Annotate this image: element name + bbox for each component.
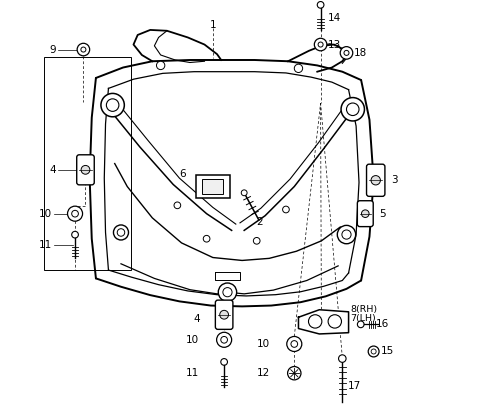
- Circle shape: [358, 321, 364, 328]
- Circle shape: [340, 47, 353, 59]
- Circle shape: [113, 225, 129, 240]
- Circle shape: [156, 61, 165, 70]
- Circle shape: [117, 229, 125, 236]
- Circle shape: [317, 2, 324, 8]
- FancyBboxPatch shape: [357, 201, 373, 227]
- FancyBboxPatch shape: [77, 155, 94, 185]
- Circle shape: [342, 230, 351, 239]
- Bar: [196, 175, 229, 198]
- Circle shape: [288, 367, 301, 380]
- Circle shape: [101, 93, 124, 117]
- Bar: [203, 179, 223, 194]
- Circle shape: [283, 206, 289, 213]
- Circle shape: [337, 225, 356, 244]
- Circle shape: [368, 346, 379, 357]
- Text: 15: 15: [381, 347, 394, 357]
- Circle shape: [218, 283, 237, 301]
- Circle shape: [220, 310, 228, 319]
- Circle shape: [72, 210, 78, 217]
- Circle shape: [328, 315, 341, 328]
- Text: 14: 14: [328, 13, 341, 23]
- Bar: [44, 57, 132, 270]
- Circle shape: [174, 202, 180, 209]
- Text: 3: 3: [391, 175, 398, 185]
- FancyBboxPatch shape: [367, 164, 385, 197]
- Circle shape: [314, 38, 327, 51]
- Circle shape: [81, 47, 86, 52]
- Circle shape: [291, 341, 298, 347]
- Text: 1: 1: [210, 20, 216, 30]
- Circle shape: [253, 238, 260, 244]
- Circle shape: [81, 166, 90, 174]
- Circle shape: [371, 349, 376, 354]
- Circle shape: [107, 99, 119, 111]
- Circle shape: [371, 176, 381, 185]
- Circle shape: [72, 231, 78, 238]
- Circle shape: [221, 336, 228, 343]
- Text: 17: 17: [348, 381, 361, 391]
- Circle shape: [294, 64, 303, 72]
- Circle shape: [318, 42, 323, 47]
- Text: 9: 9: [49, 44, 56, 54]
- Text: 18: 18: [354, 48, 367, 58]
- Text: 5: 5: [380, 209, 386, 219]
- Circle shape: [347, 103, 359, 116]
- Circle shape: [216, 332, 232, 347]
- Text: 10: 10: [257, 339, 270, 349]
- Circle shape: [77, 43, 90, 56]
- Circle shape: [338, 355, 346, 362]
- Text: 12: 12: [257, 368, 270, 378]
- Circle shape: [241, 190, 247, 196]
- FancyBboxPatch shape: [216, 300, 233, 329]
- Circle shape: [68, 206, 83, 221]
- Text: 7(LH): 7(LH): [351, 314, 376, 323]
- Circle shape: [221, 359, 228, 365]
- Circle shape: [309, 315, 322, 328]
- Circle shape: [287, 336, 302, 352]
- Circle shape: [344, 50, 349, 55]
- Text: 6: 6: [179, 169, 186, 179]
- Text: 16: 16: [376, 318, 389, 328]
- Text: 4: 4: [194, 314, 200, 324]
- Circle shape: [203, 235, 210, 242]
- Text: 10: 10: [39, 209, 52, 219]
- Polygon shape: [299, 310, 348, 334]
- Text: 10: 10: [186, 335, 199, 345]
- Text: 8(RH): 8(RH): [351, 305, 378, 314]
- Text: 11: 11: [186, 368, 199, 378]
- Circle shape: [361, 210, 369, 217]
- Text: 2: 2: [257, 217, 264, 227]
- Circle shape: [341, 98, 364, 121]
- Text: 4: 4: [49, 165, 56, 175]
- Circle shape: [223, 287, 232, 297]
- Text: 13: 13: [328, 39, 341, 49]
- Text: 11: 11: [39, 240, 52, 250]
